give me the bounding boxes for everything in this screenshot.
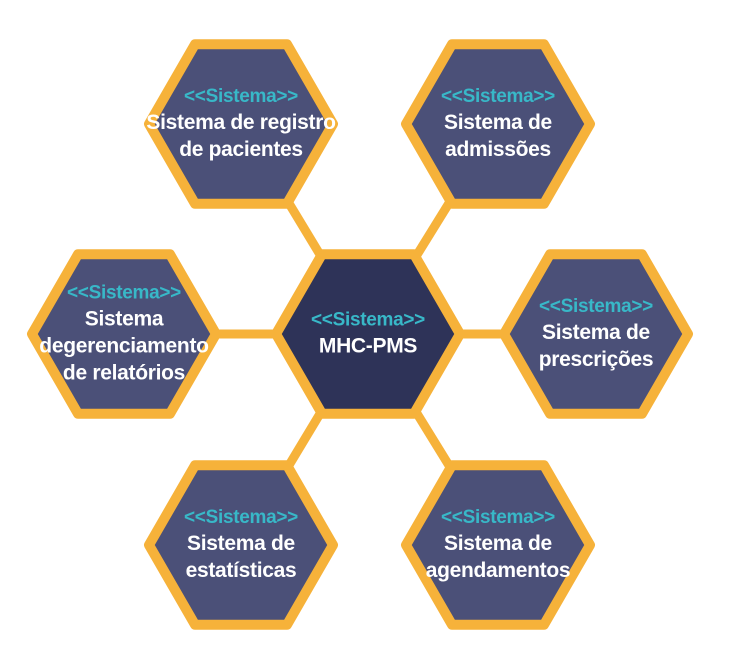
node-label-agendamentos: <<Sistema>> Sistema de agendamentos	[398, 506, 598, 584]
node-label-prescricoes: <<Sistema>> Sistema de prescrições	[496, 295, 696, 373]
node-label-center: <<Sistema>> MHC-PMS	[268, 309, 468, 360]
stereotype-label: <<Sistema>>	[311, 309, 425, 331]
hexagon-center	[271, 249, 465, 419]
system-name-line: MHC-PMS	[318, 334, 418, 358]
system-name-line: estatísticas	[185, 559, 297, 582]
hexagon-registro-pacientes	[144, 39, 338, 209]
system-name-line: Sistema	[84, 307, 164, 331]
hexagon-estatisticas	[144, 460, 338, 630]
hexagons	[27, 39, 693, 630]
hexagon-admissoes	[401, 39, 595, 209]
system-name-line: Sistema de registro	[146, 111, 336, 134]
system-name-line: prescrições	[538, 348, 654, 371]
stereotype-label: <<Sistema>>	[67, 282, 181, 304]
node-label-admissoes: <<Sistema>> Sistema de admissões	[398, 85, 598, 163]
system-name-line: Sistema de	[542, 321, 650, 344]
stereotype-label: <<Sistema>>	[184, 86, 298, 107]
stereotype-label: <<Sistema>>	[441, 86, 555, 107]
system-name-line: de relatórios	[62, 361, 186, 385]
system-name-line: Sistema de	[444, 111, 552, 134]
hexagon-agendamentos	[401, 460, 595, 630]
system-name-line: Sistema de	[444, 532, 552, 555]
hexagon-prescricoes	[499, 249, 693, 419]
node-label-estatisticas: <<Sistema>> Sistema de estatísticas	[141, 506, 341, 584]
stereotype-label: <<Sistema>>	[441, 507, 555, 528]
system-name-line: degerenciamento	[39, 334, 209, 358]
node-label-registro-pacientes: <<Sistema>> Sistema de registro de pacient…	[141, 85, 341, 163]
system-name-line: agendamentos	[425, 559, 571, 582]
system-name-line: de pacientes	[179, 138, 303, 161]
stereotype-label: <<Sistema>>	[539, 296, 653, 317]
node-label-gerenciamento-relatorios: <<Sistema>> Sistema degerenciamento de rela…	[24, 282, 224, 387]
system-name-line: admissões	[445, 138, 551, 161]
hexagon-gerenciamento-relatorios	[27, 249, 221, 419]
system-name-line: Sistema de	[187, 532, 295, 555]
stereotype-label: <<Sistema>>	[184, 507, 298, 528]
